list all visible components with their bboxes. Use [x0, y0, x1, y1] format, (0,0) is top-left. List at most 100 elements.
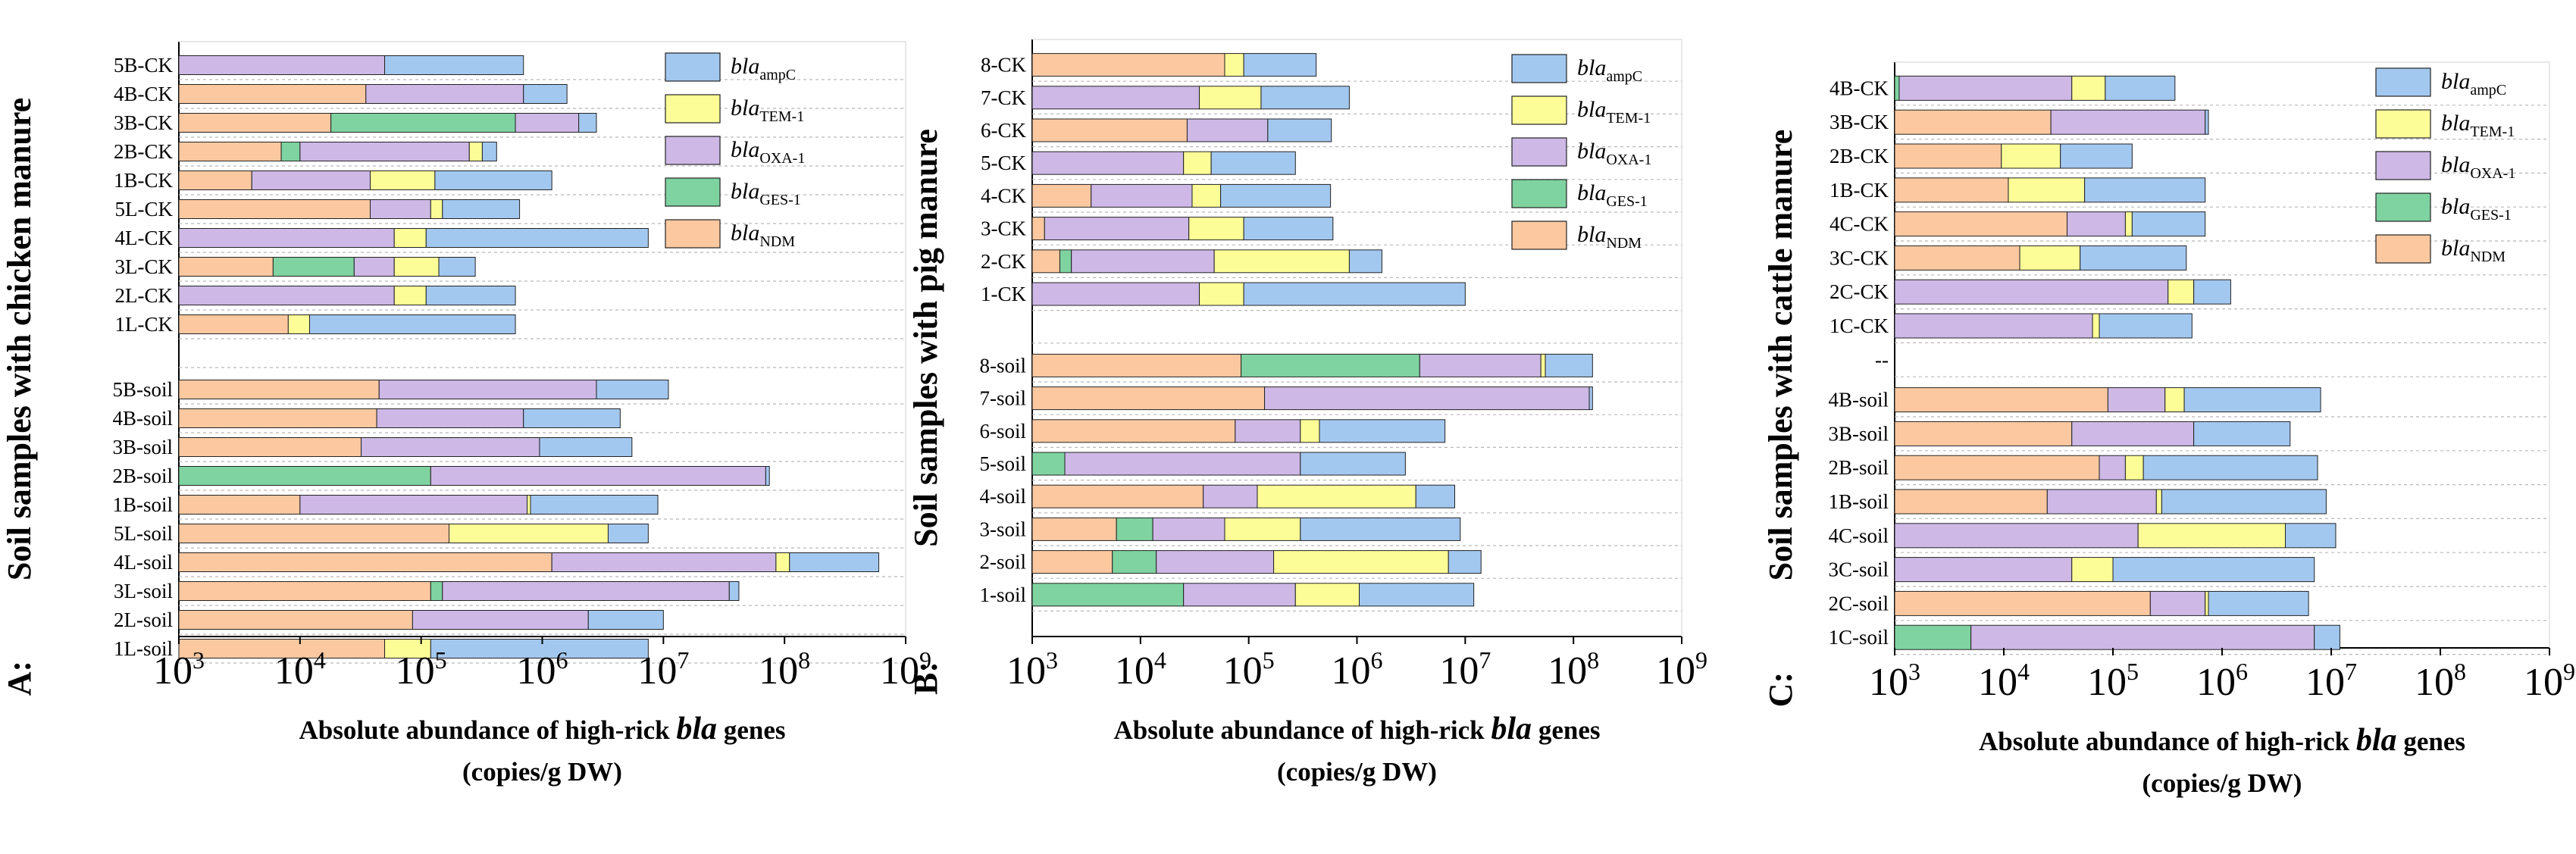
bar-segment-ndm [1894, 109, 2052, 135]
bar-segment-oxa1 [178, 228, 395, 248]
legend-swatch [1511, 137, 1567, 167]
bar-segment-tem1 [2205, 590, 2209, 616]
bar-segment-ndm [178, 142, 282, 161]
bar-segment-oxa1 [1044, 217, 1190, 241]
legend-label: blaOXA-1 [1577, 139, 1651, 168]
legend-swatch [665, 94, 721, 124]
x-axis-unit: (copies/g DW) [462, 757, 622, 787]
bar-segment-oxa1 [2050, 109, 2206, 135]
bar-segment-ampc [2161, 489, 2327, 515]
bar-segment-tem1 [2092, 313, 2100, 339]
bar-segment-ampc [2193, 421, 2291, 446]
x-tick-label: 108 [759, 646, 810, 693]
bar-segment-ndm [1031, 353, 1242, 377]
bar-segment-ampc [1300, 517, 1461, 541]
row-label: 3B-CK [114, 111, 174, 134]
bar-segment-ndm [1031, 183, 1092, 208]
legend-swatch [1511, 221, 1567, 250]
bar-segment-tem1 [2164, 387, 2185, 413]
bar-segment-tem1 [1294, 583, 1360, 607]
bar-segment-oxa1 [1183, 583, 1296, 607]
row-label: 5L-CK [115, 198, 174, 221]
bar-segment-ndm [1894, 211, 2067, 237]
bar-segment-ndm [178, 408, 377, 428]
bar-segment-ndm [178, 437, 362, 457]
y-axis-title: Soil samples with chicken manure [1, 98, 38, 580]
row-label: 3C-CK [1829, 246, 1889, 269]
bar-segment-tem1 [1191, 183, 1222, 208]
bar-segment-ampc [1348, 249, 1382, 274]
bar-segment-ges1 [178, 466, 431, 486]
bar-segment-ampc [384, 55, 524, 75]
row-label: 1B-soil [112, 493, 173, 516]
bar-segment-tem1 [468, 142, 483, 161]
bar-segment-ampc [2284, 523, 2337, 549]
bar-segment-ndm [1894, 143, 2002, 169]
bar-segment-ndm [178, 84, 367, 104]
row-label: 1B-CK [114, 169, 174, 192]
bar-segment-ampc [2193, 279, 2231, 305]
bar-segment-ndm [1894, 421, 2073, 446]
chart-panel-3: 4B-CK 3B-CK 2B-CK 1B-CK 4C-CK 3C-CK 2C-CK 1C-CK… [1762, 61, 2575, 798]
legend: blaampC blaTEM-1 blaOXA-1 blaGES-1 blaNDM [1511, 54, 1651, 252]
bar-segment-tem1 [775, 552, 790, 572]
legend: blaampC blaTEM-1 blaOXA-1 blaGES-1 blaNDM [2375, 67, 2515, 265]
bar-segment-ndm [178, 581, 431, 601]
x-tick-label: 103 [1869, 658, 1920, 704]
row-label: 4C-CK [1829, 213, 1889, 236]
bar-segment-tem1 [393, 228, 427, 248]
row-label: 2B-CK [114, 140, 174, 163]
bar-segment-tem1 [2001, 143, 2061, 169]
bar-segment-oxa1 [1894, 523, 2139, 549]
bar-segment-ampc [2131, 211, 2206, 237]
bar-segment-ampc [1243, 282, 1466, 306]
bar-segment-ndm [178, 257, 274, 277]
bar-segment-ampc [1210, 151, 1296, 175]
bar-segment-ampc [539, 437, 633, 457]
bar-segment-ges1 [1894, 75, 1900, 101]
bar-segment-oxa1 [1203, 484, 1258, 508]
row-label: -- [1875, 349, 1889, 371]
bar-segment-ndm [1031, 550, 1113, 574]
bar-segment-tem1 [449, 524, 609, 543]
bar-segment-oxa1 [2149, 590, 2206, 616]
bar-segment-oxa1 [178, 286, 395, 305]
bar-segment-ndm [1031, 53, 1225, 77]
bar-segment-ges1 [1241, 353, 1420, 377]
bar-segment-ampc [1243, 53, 1317, 77]
bar-segment-ges1 [1112, 550, 1157, 574]
x-tick-label: 109 [880, 646, 931, 693]
x-tick-label: 103 [1006, 646, 1058, 693]
bar-segment-ndm [1031, 419, 1236, 443]
x-tick-label: 106 [1332, 646, 1383, 693]
legend-label: blaTEM-1 [731, 95, 804, 125]
row-label: 5-soil [979, 452, 1026, 475]
row-label: 4C-soil [1828, 524, 1889, 547]
bar-segment-ampc [1243, 217, 1334, 241]
bar-segment-ampc [425, 286, 516, 305]
bar-segment-ampc [1588, 386, 1593, 411]
bar-segment-ndm [178, 314, 289, 334]
bar-segment-ndm [178, 199, 371, 219]
bar-segment-tem1 [287, 314, 310, 334]
bar-segment-ndm [1031, 118, 1188, 142]
bar-segment-oxa1 [1071, 249, 1215, 274]
bar-segment-ndm [178, 495, 301, 515]
bar-segment-tem1 [1199, 282, 1244, 306]
bar-segment-tem1 [1273, 550, 1449, 574]
bar-segment-oxa1 [2046, 489, 2157, 515]
bar-segment-tem1 [1224, 517, 1301, 541]
bar-segment-oxa1 [178, 55, 386, 75]
row-label: 3L-CK [115, 255, 174, 278]
row-label: 1-CK [981, 283, 1027, 305]
bar-segment-oxa1 [1894, 557, 2073, 583]
row-label: 4L-CK [115, 227, 174, 249]
bar-segment-ampc [434, 170, 552, 190]
bar-segment-oxa1 [430, 466, 766, 486]
bar-segment-ges1 [280, 142, 301, 161]
bar-segment-ampc [430, 639, 649, 658]
legend-swatch [665, 136, 721, 165]
bar-segment-oxa1 [1156, 550, 1275, 574]
row-label: 2L-soil [114, 608, 173, 631]
bar-segment-ampc [1415, 484, 1455, 508]
